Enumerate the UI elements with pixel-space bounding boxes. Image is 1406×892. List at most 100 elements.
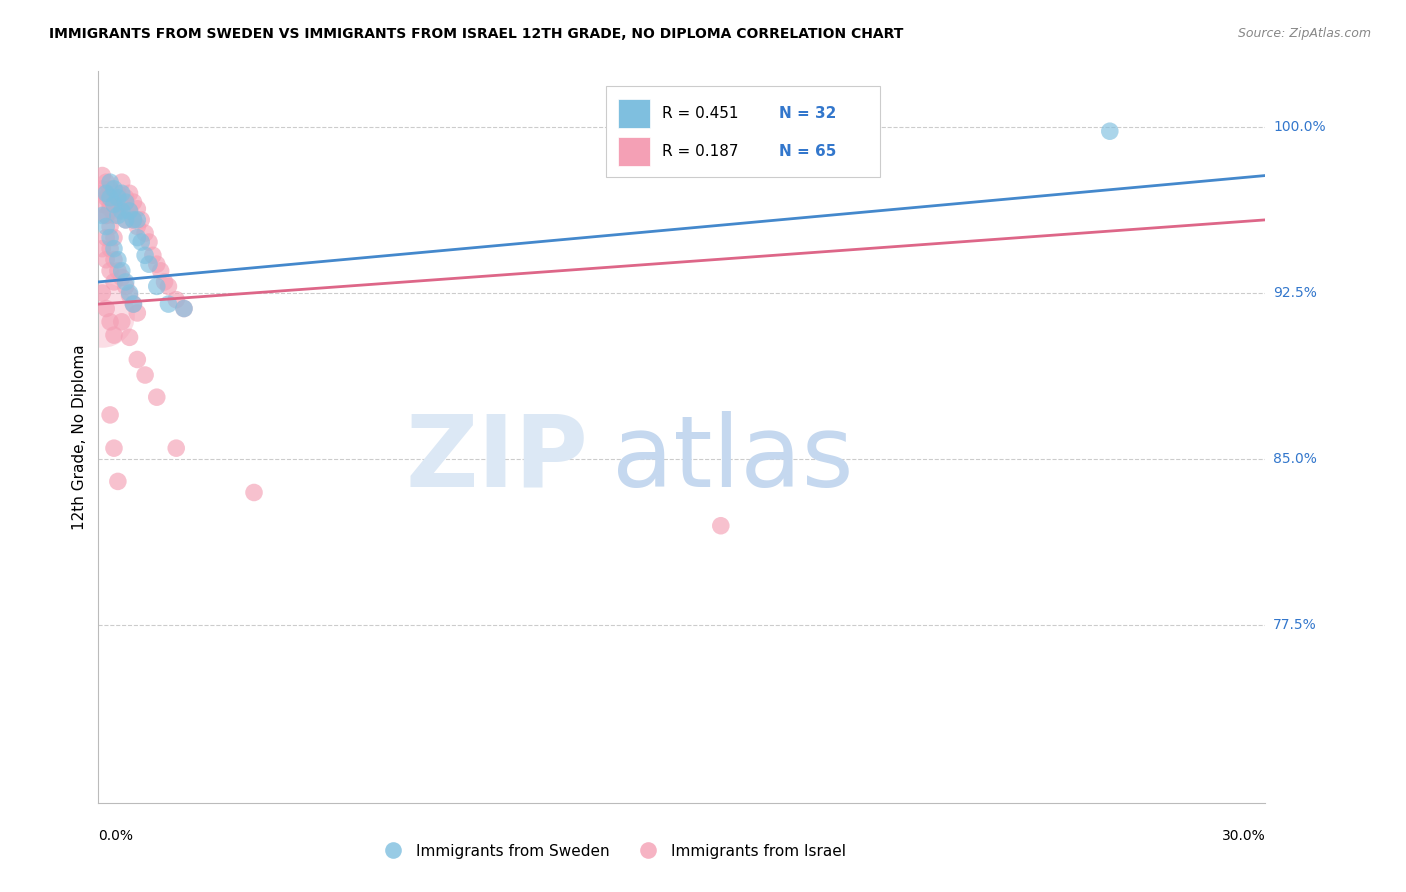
Point	[111, 264, 134, 278]
Point	[98, 315, 121, 329]
Point	[111, 186, 134, 201]
Point	[103, 182, 125, 196]
Point	[146, 257, 169, 271]
Point	[243, 485, 266, 500]
Point	[98, 242, 121, 256]
Point	[91, 169, 114, 183]
Text: Source: ZipAtlas.com: Source: ZipAtlas.com	[1237, 27, 1371, 40]
FancyBboxPatch shape	[617, 99, 651, 128]
Point	[138, 257, 160, 271]
Point	[98, 219, 121, 234]
Text: 85.0%: 85.0%	[1274, 452, 1317, 467]
Point	[107, 209, 129, 223]
Point	[118, 285, 141, 300]
Point	[710, 518, 733, 533]
Point	[118, 204, 141, 219]
Point	[111, 175, 134, 189]
Point	[91, 197, 114, 211]
Text: 77.5%: 77.5%	[1274, 618, 1317, 632]
Point	[107, 264, 129, 278]
Text: 30.0%: 30.0%	[1222, 830, 1265, 844]
Point	[103, 275, 125, 289]
Point	[98, 264, 121, 278]
Point	[118, 204, 141, 219]
Text: N = 65: N = 65	[779, 145, 837, 160]
Point	[127, 202, 149, 216]
Point	[98, 202, 121, 216]
Point	[98, 175, 121, 189]
Text: ZIP: ZIP	[406, 410, 589, 508]
Point	[122, 297, 145, 311]
Point	[173, 301, 195, 316]
Text: 100.0%: 100.0%	[1274, 120, 1326, 134]
Point	[111, 204, 134, 219]
Point	[129, 212, 152, 227]
Point	[91, 308, 114, 322]
Point	[118, 330, 141, 344]
Point	[107, 475, 129, 489]
Legend: Immigrants from Sweden, Immigrants from Israel: Immigrants from Sweden, Immigrants from …	[371, 838, 852, 864]
Point	[103, 230, 125, 244]
Point	[129, 235, 152, 249]
Point	[91, 186, 114, 201]
Point	[127, 219, 149, 234]
Point	[98, 230, 121, 244]
Point	[111, 197, 134, 211]
Point	[96, 301, 118, 316]
Point	[96, 219, 118, 234]
Point	[149, 264, 172, 278]
Point	[107, 186, 129, 201]
Point	[173, 301, 195, 316]
Y-axis label: 12th Grade, No Diploma: 12th Grade, No Diploma	[72, 344, 87, 530]
Point	[91, 242, 114, 256]
Point	[114, 191, 136, 205]
Point	[127, 306, 149, 320]
Point	[98, 408, 121, 422]
Point	[118, 186, 141, 201]
Text: IMMIGRANTS FROM SWEDEN VS IMMIGRANTS FROM ISRAEL 12TH GRADE, NO DIPLOMA CORRELAT: IMMIGRANTS FROM SWEDEN VS IMMIGRANTS FRO…	[49, 27, 904, 41]
Point	[103, 328, 125, 343]
Point	[122, 297, 145, 311]
Point	[114, 212, 136, 227]
Point	[142, 248, 165, 262]
Point	[134, 226, 156, 240]
Point	[96, 186, 118, 201]
Point	[96, 230, 118, 244]
Text: N = 32: N = 32	[779, 106, 837, 121]
Point	[165, 293, 187, 307]
Point	[153, 275, 176, 289]
Point	[96, 191, 118, 205]
Point	[127, 212, 149, 227]
Point	[127, 230, 149, 244]
Point	[127, 352, 149, 367]
Point	[114, 279, 136, 293]
Point	[122, 212, 145, 227]
Point	[96, 209, 118, 223]
Point	[118, 288, 141, 302]
Point	[107, 191, 129, 205]
Point	[103, 252, 125, 267]
Point	[111, 315, 134, 329]
Point	[96, 175, 118, 189]
Point	[114, 195, 136, 210]
FancyBboxPatch shape	[606, 86, 880, 178]
Text: 92.5%: 92.5%	[1274, 286, 1317, 300]
Point	[122, 195, 145, 210]
Point	[157, 279, 180, 293]
Point	[103, 197, 125, 211]
Point	[146, 279, 169, 293]
Point	[91, 209, 114, 223]
Point	[134, 368, 156, 382]
Point	[165, 441, 187, 455]
Point	[96, 209, 118, 223]
Text: atlas: atlas	[612, 410, 853, 508]
Point	[1098, 124, 1121, 138]
Point	[103, 209, 125, 223]
Point	[138, 235, 160, 249]
Point	[103, 441, 125, 455]
FancyBboxPatch shape	[617, 137, 651, 167]
Text: R = 0.451: R = 0.451	[662, 106, 738, 121]
Point	[98, 191, 121, 205]
Point	[91, 285, 114, 300]
Point	[107, 252, 129, 267]
